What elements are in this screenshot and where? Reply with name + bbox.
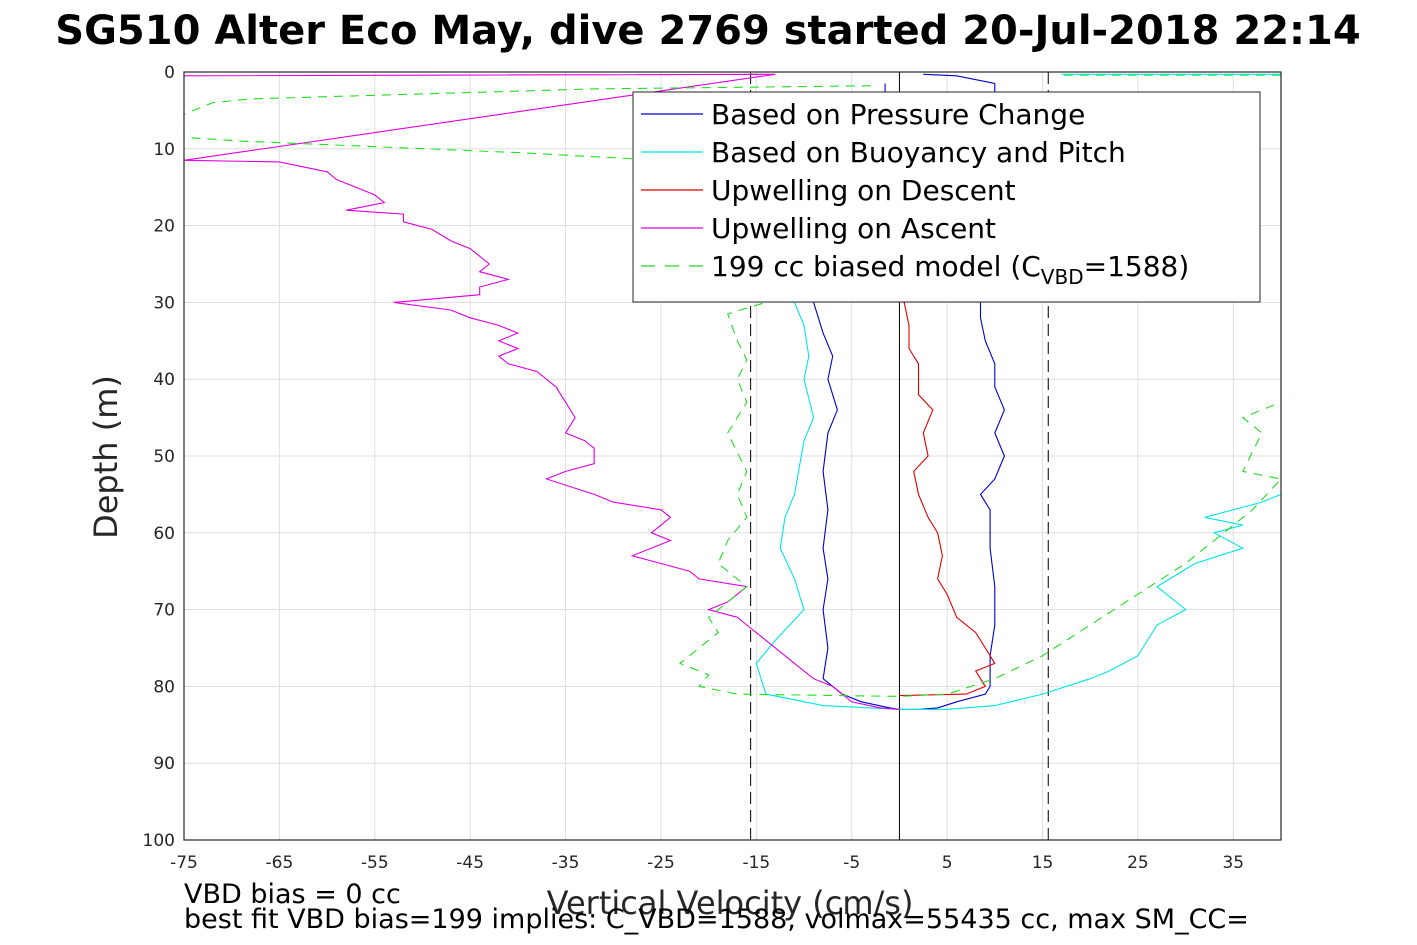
x-tick-label: -45 (456, 853, 484, 873)
legend-box (632, 91, 1261, 303)
x-tick-label: 5 (942, 853, 953, 873)
legend-subscript: VBD (1041, 265, 1084, 289)
legend-label: Based on Buoyancy and Pitch (711, 136, 1126, 169)
legend-label-text: Based on Pressure Change (711, 98, 1085, 131)
legend-label: 199 cc biased model (CVBD=1588) (711, 250, 1189, 289)
x-axis-label: Vertical Velocity (cm/s) (547, 884, 914, 922)
footer-line-1: VBD bias = 0 cc (184, 879, 401, 910)
y-tick-label: 90 (153, 754, 175, 774)
x-tick-label: -55 (361, 853, 389, 873)
legend: Based on Pressure Change Based on Buoyanc… (632, 91, 1261, 303)
legend-label-text: 199 cc biased model (C (711, 250, 1041, 283)
series-line-4 (183, 85, 1283, 697)
legend-suffix: =1588) (1084, 250, 1190, 283)
x-tick-label: -65 (266, 853, 294, 873)
series-line-1 (755, 302, 1282, 710)
y-tick-label: 10 (153, 140, 175, 160)
y-tick-label: 0 (164, 63, 175, 83)
x-tick-labels: -75 -65 -55 -45 -35 -25 -15 -5 5 15 25 35 (170, 853, 1244, 873)
series-line-0 (812, 73, 1005, 710)
chart-title: SG510 Alter Eco May, dive 2769 started 2… (55, 8, 1360, 54)
x-tick-label: 25 (1127, 853, 1149, 873)
y-tick-label: 30 (153, 293, 175, 313)
legend-items: Based on Pressure Change Based on Buoyanc… (641, 98, 1189, 289)
footer-line-2: best fit VBD bias=199 implies: C_VBD=158… (184, 904, 1249, 935)
x-tick-label: -15 (742, 853, 770, 873)
x-tick-label: -35 (552, 853, 580, 873)
legend-label: Upwelling on Descent (711, 174, 1016, 207)
y-tick-label: 40 (153, 370, 175, 390)
x-tick-label: 15 (1032, 853, 1054, 873)
x-tick-label: -5 (843, 853, 860, 873)
y-tick-label: 80 (153, 677, 175, 697)
series-group (183, 73, 1283, 710)
plot-frame (183, 71, 1282, 841)
y-tick-label: 100 (143, 831, 175, 851)
y-tick-labels: 0 10 20 30 40 50 60 70 80 90 100 (143, 63, 175, 851)
y-tick-label: 60 (153, 524, 175, 544)
legend-label-text: Upwelling on Descent (711, 174, 1016, 207)
y-axis-label: Depth (m) (87, 375, 125, 539)
y-tick-label: 50 (153, 447, 175, 467)
series-line-3 (183, 73, 900, 710)
legend-label: Based on Pressure Change (711, 98, 1085, 131)
y-tick-label: 20 (153, 217, 175, 237)
legend-label-text: Based on Buoyancy and Pitch (711, 136, 1126, 169)
x-tick-label: -25 (647, 853, 675, 873)
y-tick-label: 70 (153, 601, 175, 621)
series-line-2 (899, 302, 996, 697)
legend-label-text: Upwelling on Ascent (711, 212, 996, 245)
legend-label: Upwelling on Ascent (711, 212, 996, 245)
x-tick-label: 35 (1222, 853, 1244, 873)
x-tick-label: -75 (170, 853, 198, 873)
